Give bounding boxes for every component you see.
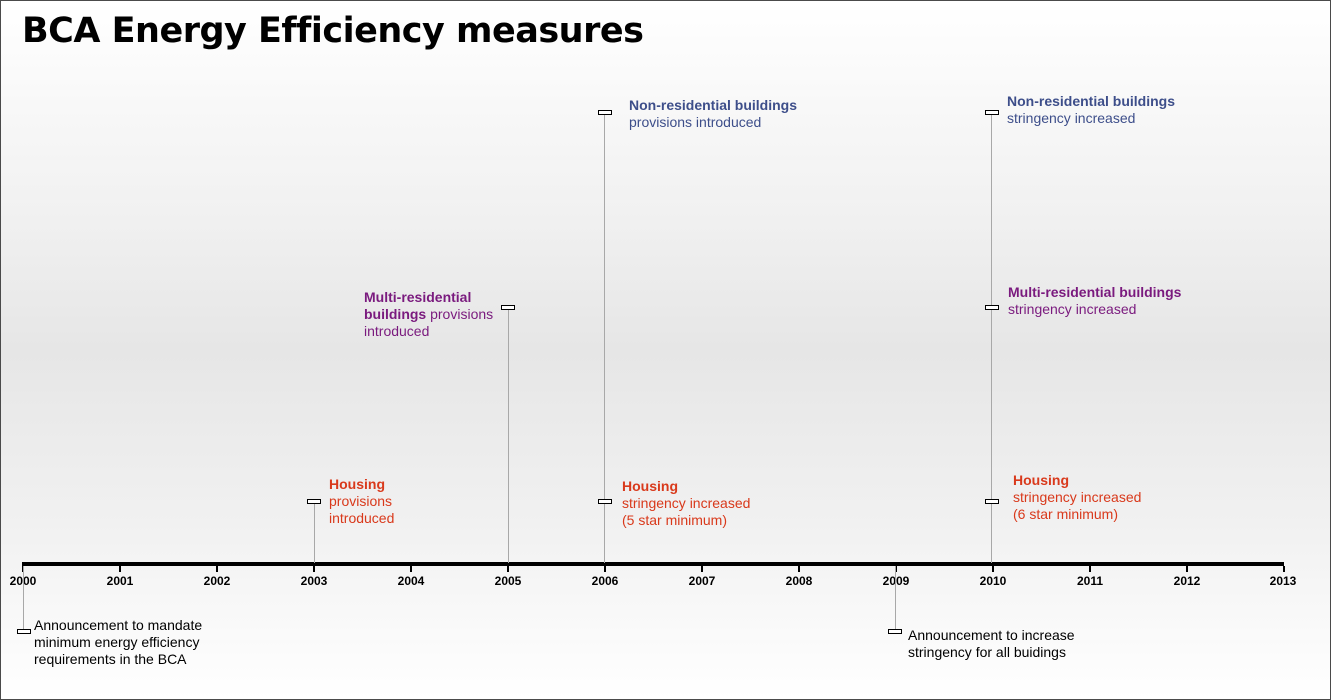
- axis-tick-2001: [119, 566, 121, 572]
- event-housing-2003-body: provisions introduced: [329, 493, 395, 526]
- marker-nonres-2006: [598, 110, 612, 115]
- event-multi-2010: Multi-residential buildings stringency i…: [1008, 284, 1228, 318]
- event-housing-2006-title: Housing: [622, 478, 678, 494]
- event-announce-2009-text: Announcement to increase stringency for …: [908, 627, 1075, 660]
- stem-2005: [508, 308, 509, 563]
- axis-year-label: 2007: [688, 574, 716, 588]
- axis-tick-2005: [507, 566, 509, 572]
- timeline-axis: [22, 562, 1284, 566]
- event-housing-2010-title: Housing: [1013, 472, 1069, 488]
- axis-tick-2011: [1089, 566, 1091, 572]
- axis-year-label: 2002: [203, 574, 231, 588]
- event-multi-2010-title: Multi-residential buildings: [1008, 284, 1182, 300]
- axis-year-label: 2005: [494, 574, 522, 588]
- event-nonres-2006-body: provisions introduced: [629, 114, 762, 130]
- axis-year-label: 2009: [871, 574, 921, 588]
- marker-housing-2010: [985, 499, 999, 504]
- axis-tick-2004: [410, 566, 412, 572]
- event-housing-2010-body1: stringency increased: [1013, 489, 1142, 505]
- event-nonres-2010: Non-residential buildings stringency inc…: [1007, 93, 1227, 127]
- marker-nonres-2010: [985, 110, 999, 115]
- event-announce-2000-text: Announcement to mandate minimum energy e…: [34, 617, 203, 667]
- axis-year-label: 2011: [1076, 574, 1104, 588]
- axis-year-label: 2008: [785, 574, 813, 588]
- event-multi-2005-title: Multi-residential buildings: [364, 289, 472, 322]
- axis-tick-2002: [216, 566, 218, 572]
- marker-housing-2003: [307, 499, 321, 504]
- event-housing-2010-body2: (6 star minimum): [1013, 506, 1119, 522]
- event-multi-2005-body: provisions introduced: [364, 306, 494, 339]
- axis-tick-2006: [604, 566, 606, 572]
- stem-2000: [23, 566, 24, 632]
- axis-tick-2009: [895, 566, 897, 572]
- event-nonres-2010-body: stringency increased: [1007, 110, 1136, 126]
- axis-year-label: 2001: [106, 574, 134, 588]
- stem-2006: [604, 112, 605, 563]
- marker-announce-2009: [888, 629, 902, 634]
- event-housing-2003: Housing provisions introduced: [329, 476, 449, 527]
- axis-year-label: 2000: [1, 574, 48, 588]
- event-housing-2003-title: Housing: [329, 476, 385, 492]
- event-multi-2005: Multi-residential buildings provisions i…: [364, 289, 504, 340]
- marker-multi-2005: [501, 305, 515, 310]
- event-announce-2000: Announcement to mandate minimum energy e…: [34, 617, 234, 668]
- stem-2009: [895, 566, 896, 632]
- stem-2003: [314, 502, 315, 563]
- marker-announce-2000: [17, 629, 31, 634]
- event-announce-2009: Announcement to increase stringency for …: [908, 627, 1088, 661]
- marker-housing-2006: [598, 499, 612, 504]
- axis-year-label: 2003: [300, 574, 328, 588]
- axis-year-label: 2013: [1269, 574, 1297, 588]
- axis-tick-2010: [992, 566, 994, 572]
- event-housing-2006-body1: stringency increased: [622, 495, 751, 511]
- event-nonres-2010-title: Non-residential buildings: [1007, 93, 1176, 109]
- stem-2010: [991, 112, 992, 563]
- axis-tick-2013: [1283, 566, 1285, 572]
- page-title: BCA Energy Efficiency measures: [22, 11, 644, 51]
- axis-year-label: 2006: [591, 574, 619, 588]
- marker-multi-2010: [985, 305, 999, 310]
- axis-year-label: 2012: [1173, 574, 1201, 588]
- event-nonres-2006: Non-residential buildings provisions int…: [629, 97, 849, 131]
- axis-tick-2007: [701, 566, 703, 572]
- axis-tick-2012: [1186, 566, 1188, 572]
- axis-year-label: 2004: [397, 574, 425, 588]
- axis-tick-2008: [798, 566, 800, 572]
- event-housing-2006: Housing stringency increased (5 star min…: [622, 478, 822, 529]
- event-housing-2010: Housing stringency increased (6 star min…: [1013, 472, 1213, 523]
- event-housing-2006-body2: (5 star minimum): [622, 512, 728, 528]
- event-multi-2010-body: stringency increased: [1008, 301, 1137, 317]
- axis-tick-2003: [313, 566, 315, 572]
- event-nonres-2006-title: Non-residential buildings: [629, 97, 798, 113]
- axis-year-label: 2010: [979, 574, 1007, 588]
